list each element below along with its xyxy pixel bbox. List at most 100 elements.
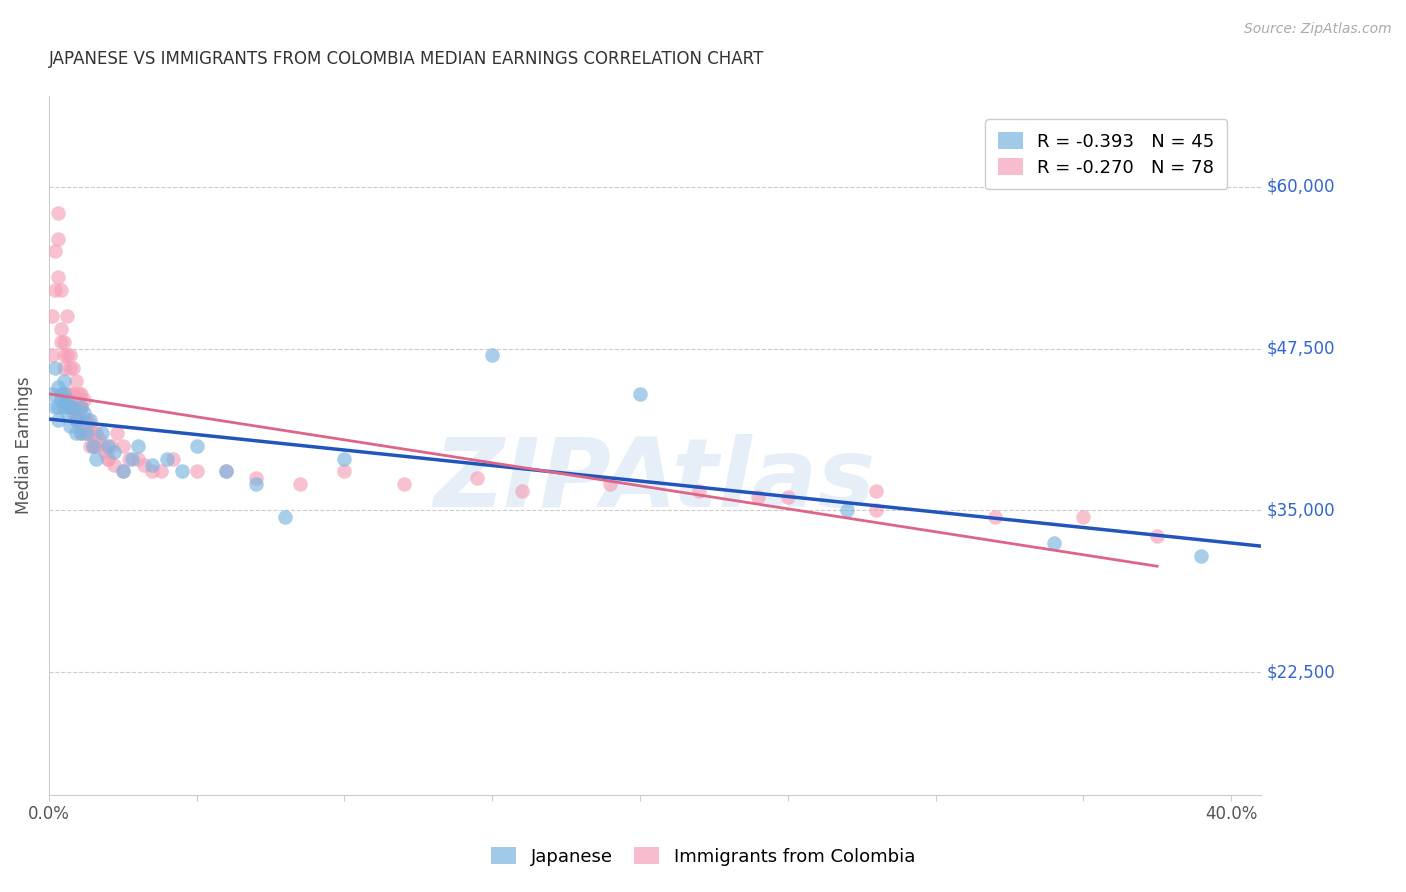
Point (49, 334, 72, 349)
Point (65, 413, 87, 427)
Point (55, 393, 77, 408)
Point (70, 400, 93, 414)
Point (82, 439, 104, 453)
Point (599, 477, 621, 491)
Point (100, 439, 122, 453)
Point (1071, 509, 1094, 524)
Point (76, 413, 98, 427)
Point (41, 309, 63, 323)
Point (41, 348, 63, 362)
Point (835, 503, 858, 517)
Point (467, 471, 489, 485)
Point (73, 425, 96, 440)
Text: $35,000: $35,000 (1267, 501, 1336, 519)
Point (82, 439, 104, 453)
Point (983, 509, 1005, 524)
Point (59, 400, 82, 414)
Point (65, 400, 87, 414)
Point (84, 439, 107, 453)
Point (46, 400, 69, 414)
Point (79, 419, 101, 434)
Point (392, 477, 415, 491)
Point (865, 503, 887, 517)
Point (44, 283, 66, 297)
Point (55, 348, 77, 362)
Point (141, 465, 163, 479)
Point (44, 361, 66, 376)
Point (46, 380, 69, 394)
Point (67, 387, 90, 401)
Point (127, 439, 149, 453)
Point (141, 458, 163, 472)
Point (52, 361, 75, 376)
Point (46, 270, 69, 285)
Legend: Japanese, Immigrants from Colombia: Japanese, Immigrants from Colombia (478, 834, 928, 879)
Point (111, 465, 134, 479)
Point (510, 483, 533, 498)
Point (49, 393, 72, 408)
Point (776, 491, 799, 505)
Point (215, 465, 238, 479)
Point (150, 465, 173, 479)
Point (41, 387, 63, 401)
Point (245, 471, 267, 485)
Point (215, 465, 238, 479)
Point (111, 439, 134, 453)
Point (121, 451, 143, 466)
Point (70, 425, 93, 440)
Point (52, 400, 75, 414)
Point (67, 413, 90, 427)
Point (481, 348, 503, 362)
Point (59, 400, 82, 414)
Point (62, 361, 84, 376)
Point (73, 406, 96, 420)
Point (49, 283, 72, 297)
Point (747, 491, 769, 505)
Y-axis label: Median Earnings: Median Earnings (15, 376, 32, 515)
Point (103, 445, 125, 459)
Point (186, 465, 208, 479)
Point (76, 425, 98, 440)
Text: $47,500: $47,500 (1267, 340, 1336, 358)
Point (628, 387, 651, 401)
Point (97, 451, 120, 466)
Point (118, 451, 141, 466)
Point (67, 413, 90, 427)
Point (73, 393, 96, 408)
Point (73, 413, 96, 427)
Point (1146, 529, 1168, 543)
Point (162, 451, 184, 466)
Point (186, 439, 208, 453)
Point (76, 425, 98, 440)
Point (46, 413, 69, 427)
Point (46, 231, 69, 245)
Point (59, 361, 82, 376)
Point (97, 439, 120, 453)
Point (132, 458, 155, 472)
Point (89, 432, 111, 446)
Point (333, 465, 356, 479)
Point (55, 309, 77, 323)
Text: $60,000: $60,000 (1267, 178, 1336, 195)
Point (44, 400, 66, 414)
Point (65, 425, 87, 440)
Point (170, 465, 193, 479)
Point (49, 322, 72, 336)
Point (70, 387, 93, 401)
Point (333, 451, 356, 466)
Point (52, 374, 75, 388)
Point (79, 439, 101, 453)
Point (103, 458, 125, 472)
Text: $22,500: $22,500 (1267, 663, 1336, 681)
Point (67, 400, 90, 414)
Point (62, 400, 84, 414)
Point (59, 348, 82, 362)
Point (62, 406, 84, 420)
Point (52, 334, 75, 349)
Point (245, 477, 267, 491)
Point (1191, 549, 1213, 563)
Legend: R = -0.393   N = 45, R = -0.270   N = 78: R = -0.393 N = 45, R = -0.270 N = 78 (986, 120, 1227, 189)
Point (70, 400, 93, 414)
Point (156, 451, 179, 466)
Text: Source: ZipAtlas.com: Source: ZipAtlas.com (1244, 22, 1392, 37)
